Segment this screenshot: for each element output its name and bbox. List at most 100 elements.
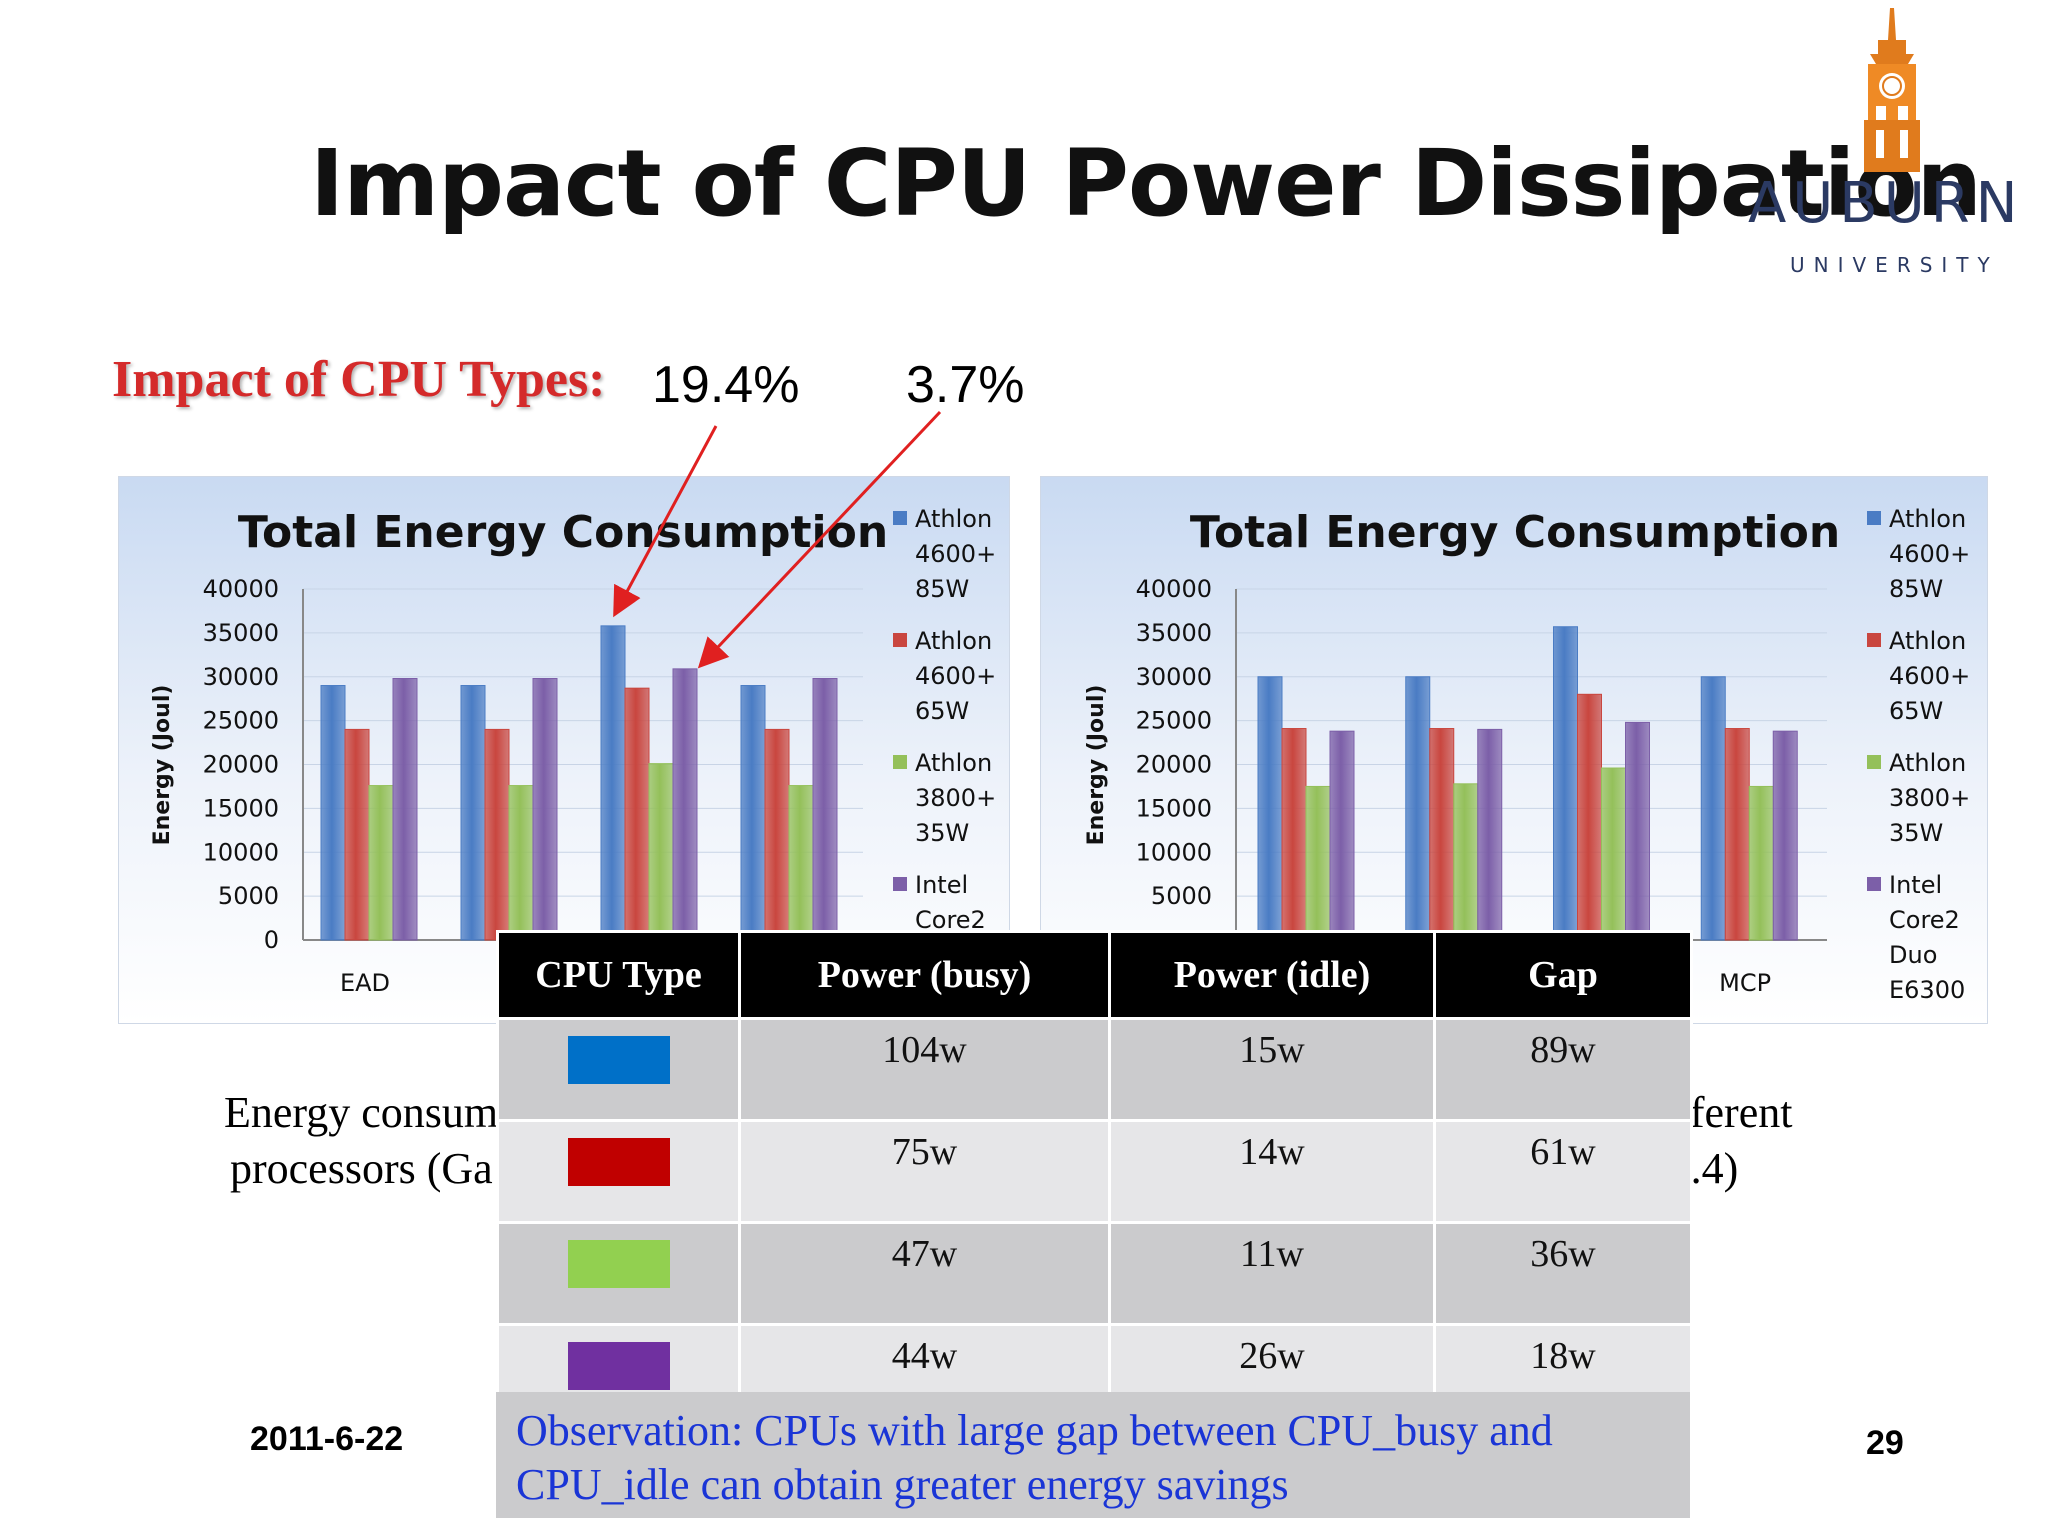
section-subtitle: Impact of CPU Types:: [112, 351, 606, 408]
caption-left: Energy consum processors (Ga: [224, 1085, 498, 1197]
y-tick-label-right: 15000: [1136, 794, 1212, 822]
legend-label-right: Athlon: [1889, 749, 1966, 777]
legend-label-right: 85W: [1889, 575, 1943, 603]
bar-right-s0-c0: [1257, 676, 1283, 941]
bar-right-s1-c1: [1429, 728, 1455, 941]
bar-left-s3-c0: [392, 678, 418, 941]
bar-right-s2-c2: [1601, 767, 1626, 941]
legend-label-right: Core2: [1889, 906, 1960, 934]
legend-label-left: 4600+: [915, 662, 996, 690]
legend-swatch-left: [893, 633, 907, 647]
bar-left-s3-c2: [672, 668, 698, 941]
y-tick-label-right: 30000: [1136, 663, 1212, 691]
observation-box: Observation: CPUs with large gap between…: [496, 1392, 1690, 1518]
cpu-swatch-purple: [567, 1342, 670, 1390]
legend-label-right: 65W: [1889, 697, 1943, 725]
x-tick-label-left: EAD: [340, 969, 390, 997]
header-cpu-type: CPU Type: [496, 930, 741, 1020]
cell-idle: 11w: [1108, 1221, 1436, 1326]
cell-gap: 89w: [1433, 1017, 1693, 1122]
bar-right-s2-c1: [1453, 783, 1479, 941]
legend-label-right: Athlon: [1889, 505, 1966, 533]
y-tick-label-left: 10000: [203, 838, 279, 866]
chart-title-right: Total Energy Consumption: [1190, 507, 1840, 558]
y-tick-label-right: 5000: [1151, 882, 1212, 910]
caption-right: fferent ).4): [1676, 1085, 1792, 1197]
bar-right-s3-c2: [1625, 721, 1650, 941]
cpu-swatch-red: [567, 1138, 670, 1186]
chart-panel-right: Total Energy Consumption Energy (Joul) 500…: [1040, 476, 1988, 1024]
legend-label-right: 3800+: [1889, 784, 1970, 812]
legend-label-left: 3800+: [915, 784, 996, 812]
header-gap: Gap: [1433, 930, 1693, 1020]
legend-label-left: 35W: [915, 819, 969, 847]
cell-busy: 47w: [738, 1221, 1111, 1326]
y-tick-label-left: 15000: [203, 794, 279, 822]
bar-right-s0-c3: [1700, 676, 1726, 941]
chart-title-left: Total Energy Consumption: [238, 507, 888, 558]
bar-left-s1-c2: [624, 687, 650, 941]
percent-label-1: 19.4%: [652, 356, 800, 414]
legend-label-left: Athlon: [915, 627, 992, 655]
legend-swatch-right: [1867, 633, 1881, 647]
caption-right-line1: fferent: [1676, 1088, 1793, 1137]
legend-label-right: 35W: [1889, 819, 1943, 847]
page-number: 29: [1866, 1424, 1904, 1462]
bar-right-s1-c3: [1724, 728, 1750, 941]
bar-left-s0-c2: [600, 625, 626, 941]
cell-busy: 75w: [738, 1119, 1111, 1224]
legend-label-right: Intel: [1889, 871, 1942, 899]
bar-left-s1-c0: [344, 728, 370, 941]
bar-left-s2-c3: [788, 785, 814, 941]
cell-idle: 14w: [1108, 1119, 1436, 1224]
legend-label-left: Intel: [915, 871, 968, 899]
bar-right-s2-c3: [1748, 785, 1774, 941]
legend-swatch-left: [893, 511, 907, 525]
table-row: 75w 14w 61w: [496, 1119, 1693, 1224]
bar-left-s2-c1: [508, 785, 534, 941]
legend-label-right: Duo: [1889, 941, 1937, 969]
bar-right-s1-c2: [1577, 693, 1602, 941]
cell-gap: 36w: [1433, 1221, 1693, 1326]
bar-left-s2-c2: [648, 763, 674, 941]
bar-left-s3-c3: [812, 678, 838, 941]
bar-left-s0-c3: [740, 685, 766, 941]
legend-label-left: Athlon: [915, 749, 992, 777]
y-axis-label-left: Energy (Joul): [150, 685, 175, 846]
bar-left-s0-c0: [320, 685, 346, 941]
y-tick-label-left: 25000: [203, 707, 279, 735]
bar-left-s1-c3: [764, 728, 790, 941]
legend-label-right: 4600+: [1889, 662, 1970, 690]
legend-swatch-left: [893, 877, 907, 891]
legend-label-right: Athlon: [1889, 627, 1966, 655]
slide-title: Impact of CPU Power Dissipation: [310, 130, 1982, 237]
footer-date: 2011-6-22: [250, 1420, 404, 1458]
auburn-logo: AUBURN UNIVERSITY: [1748, 8, 2018, 277]
bar-left-s0-c1: [460, 685, 486, 941]
caption-right-line2: ).4): [1676, 1144, 1739, 1193]
legend-label-right: E6300: [1889, 976, 1965, 1004]
y-tick-label-right: 40000: [1136, 575, 1212, 603]
bar-right-s2-c0: [1305, 785, 1331, 941]
y-tick-label-right: 20000: [1136, 751, 1212, 779]
caption-left-line1: Energy consum: [224, 1088, 499, 1137]
bar-right-s0-c2: [1553, 626, 1578, 941]
bar-left-s3-c1: [532, 678, 558, 941]
header-power-idle: Power (idle): [1108, 930, 1436, 1020]
legend-label-left: 4600+: [915, 540, 996, 568]
bar-right-s0-c1: [1405, 676, 1431, 941]
table-row: 104w 15w 89w: [496, 1017, 1693, 1122]
y-axis-label-right: Energy (Joul): [1084, 685, 1109, 846]
x-tick-label-right: MCP: [1719, 969, 1771, 997]
y-tick-label-left: 35000: [203, 619, 279, 647]
bar-right-s1-c0: [1281, 728, 1307, 941]
legend-swatch-left: [893, 755, 907, 769]
legend-swatch-right: [1867, 877, 1881, 891]
y-tick-label-right: 10000: [1136, 838, 1212, 866]
y-tick-label-left: 40000: [203, 575, 279, 603]
bar-right-s3-c1: [1477, 728, 1503, 941]
bar-right-s3-c3: [1772, 730, 1798, 941]
table-row: 47w 11w 36w: [496, 1221, 1693, 1326]
y-tick-label-left: 0: [264, 926, 279, 954]
legend-swatch-right: [1867, 511, 1881, 525]
